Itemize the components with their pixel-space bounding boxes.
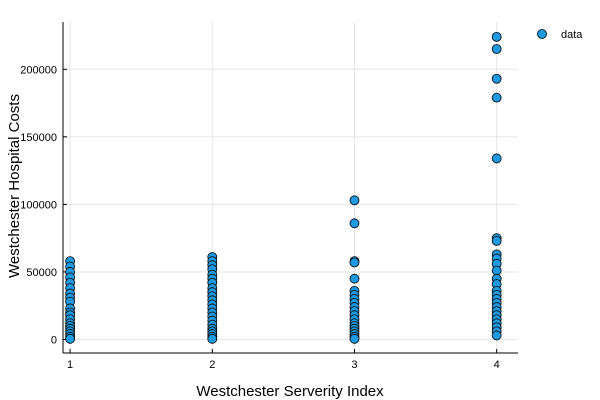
y-tick-label: 150000 xyxy=(20,132,57,144)
x-tick-label: 1 xyxy=(67,359,73,371)
data-point xyxy=(207,333,218,344)
y-tick-label: 100000 xyxy=(20,199,57,211)
axes xyxy=(62,22,518,354)
data-point xyxy=(491,153,502,164)
y-tick-label: 200000 xyxy=(20,64,57,76)
data-point xyxy=(491,235,502,246)
x-tick-label: 3 xyxy=(351,359,357,371)
y-axis-title: Westchester Hospital Costs xyxy=(6,94,23,278)
y-tick-label: 50000 xyxy=(26,267,57,279)
tick-marks xyxy=(63,68,498,353)
data-point xyxy=(349,195,360,206)
grid-lines xyxy=(63,22,518,353)
data-point xyxy=(349,257,360,268)
legend: data xyxy=(537,29,583,41)
x-axis-title: Westchester Serverity Index xyxy=(196,383,384,400)
y-tick-label: 0 xyxy=(51,334,57,346)
x-tick-label: 2 xyxy=(209,359,215,371)
data-point xyxy=(349,333,360,344)
data-point xyxy=(491,73,502,84)
data-point xyxy=(65,333,76,344)
data-point xyxy=(491,265,502,276)
data-point xyxy=(491,92,502,103)
data-point xyxy=(491,44,502,54)
data-point xyxy=(349,273,360,284)
tick-labels: 0 50000 100000 150000 200000 1 2 3 4 xyxy=(20,64,499,371)
legend-marker xyxy=(537,29,547,39)
data-point xyxy=(491,330,502,341)
legend-label: data xyxy=(561,29,583,41)
data-points xyxy=(65,31,502,344)
x-tick-label: 4 xyxy=(494,359,500,371)
data-point xyxy=(349,218,360,229)
data-point xyxy=(491,31,502,42)
